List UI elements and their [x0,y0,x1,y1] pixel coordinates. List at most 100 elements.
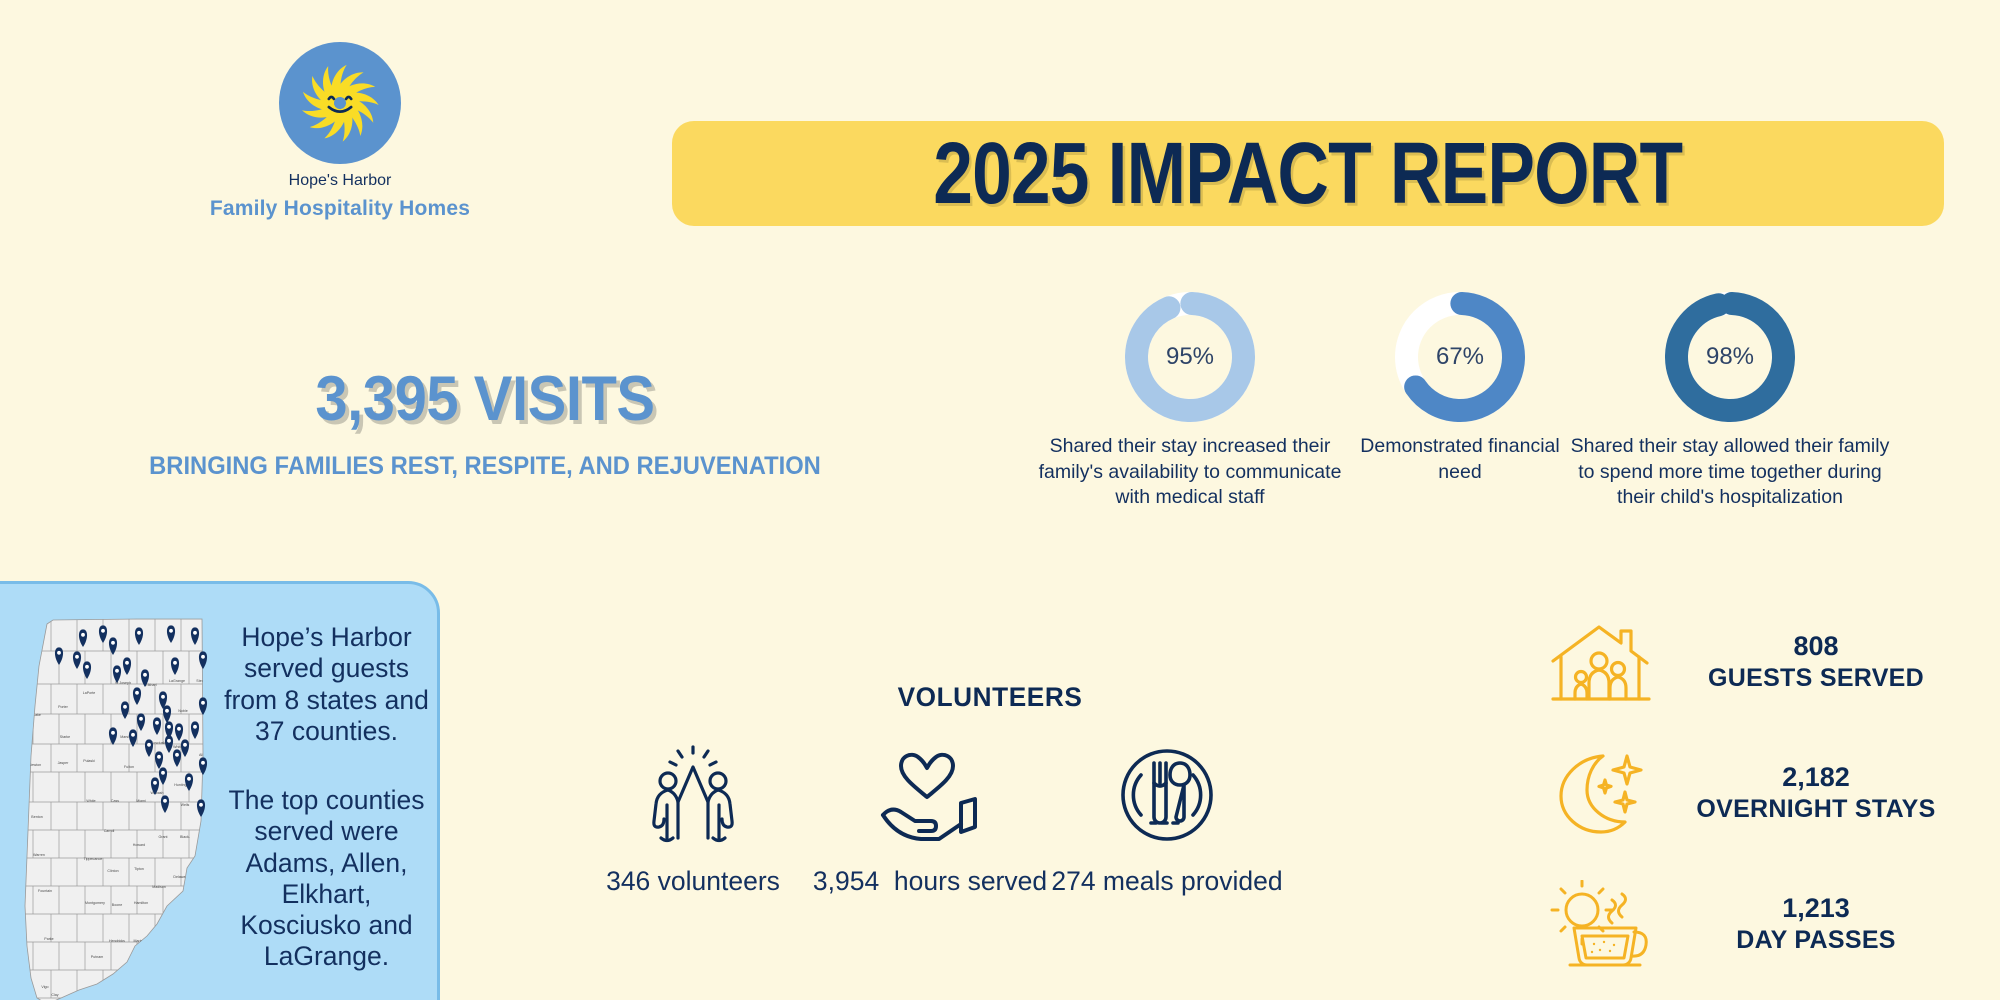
smile-face [327,95,353,113]
donut-stat: 95% Shared their stay increased their fam… [1030,292,1350,511]
svg-text:Shelby: Shelby [154,973,165,977]
map-pin-icon [144,739,154,757]
map-pin-icon [122,657,132,675]
donut-caption: Shared their stay increased their family… [1038,435,1342,509]
svg-text:Kosciusko: Kosciusko [151,741,167,745]
svg-text:Vigo: Vigo [41,985,48,989]
map-pin-icon [198,757,208,775]
indiana-county-map: Lake Porter LaPorte St Joseph Elkhart LaGrang… [24,618,213,1000]
map-paragraph-2: The top counties served were Adams, Alle… [228,785,425,972]
svg-text:Franklin: Franklin [191,985,204,989]
svg-text:Warren: Warren [33,853,45,857]
svg-text:Newton: Newton [29,763,41,767]
donut-caption: Shared their stay allowed their family t… [1570,435,1890,509]
svg-text:Hancock: Hancock [152,933,166,937]
map-pin-icon [78,629,88,647]
map-pin-icon [72,651,82,669]
svg-text:Benton: Benton [31,815,42,819]
svg-text:Marion: Marion [134,939,145,943]
svg-text:Clay: Clay [51,993,58,997]
key-stat-number: 1,213 [1782,893,1850,924]
svg-text:Putnam: Putnam [91,955,103,959]
svg-text:Delaware: Delaware [173,875,188,879]
heart-in-hand-icon [812,745,1048,845]
key-stat-text: 2,182 OVERNIGHT STAYS [1662,761,1970,824]
svg-text:Noble: Noble [178,709,187,713]
map-pin-icon [180,739,190,757]
key-stat-label: DAY PASSES [1736,926,1896,955]
svg-text:Marshall: Marshall [120,735,134,739]
sun-swirl-smile-icon [279,42,401,164]
plate-fork-spoon-icon [1049,745,1285,845]
map-pin-icon [190,627,200,645]
svg-text:Jasper: Jasper [58,761,70,765]
map-pin-icon [164,721,174,739]
map-pin-icon [184,773,194,791]
donut-stat: 67% Demonstrated financial need [1350,292,1570,485]
svg-text:Randolph: Randolph [197,885,212,889]
key-stat-row: 1,213 DAY PASSES [1540,874,1970,974]
donut-caption: Demonstrated financial need [1360,435,1560,483]
donut-ring: 95% [1125,292,1255,422]
svg-text:Grant: Grant [159,835,168,839]
svg-text:LaGrange: LaGrange [169,679,185,683]
svg-text:Hendricks: Hendricks [109,939,125,943]
svg-text:Allen: Allen [199,753,207,757]
map-pin-icon [190,721,200,739]
map-pin-icon [158,767,168,785]
volunteer-stat-label: 274 meals provided [1051,866,1283,896]
map-pin-icon [172,749,182,767]
map-pin-icon [152,717,162,735]
volunteer-stat: 274 meals provided [1049,745,1285,897]
map-pin-icon [196,799,206,817]
map-pin-icon [128,729,138,747]
svg-text:White: White [86,799,95,803]
map-panel: Lake Porter LaPorte St Joseph Elkhart LaGrang… [0,581,440,1000]
key-stat-number: 2,182 [1782,762,1850,793]
brand-tagline: Family Hospitality Homes [209,197,471,220]
brand-name: Hope's Harbor [288,172,392,189]
svg-text:Wayne: Wayne [197,925,208,929]
map-text-block: Hope’s Harbor served guests from 8 state… [224,622,429,973]
donut-ring: 67% [1395,292,1525,422]
svg-text:St Joseph: St Joseph [115,681,131,685]
donut-ring: 98% [1665,292,1795,422]
map-pin-icon [198,651,208,669]
svg-text:Morgan: Morgan [113,979,125,983]
svg-text:Fountain: Fountain [38,889,52,893]
map-pin-icon [54,647,64,665]
donut-value-label: 95% [1165,343,1215,370]
svg-text:Boone: Boone [112,903,122,907]
brand-logo-block: Hope's Harbor Family Hospitality Homes [130,42,550,221]
donut-value-label: 98% [1705,343,1755,370]
svg-text:Rush: Rush [169,957,177,961]
map-pin-icon [198,697,208,715]
map-pin-icon [154,751,164,769]
map-pin-icon [166,625,176,643]
report-banner: 2025 IMPACT REPORT [672,121,1944,226]
svg-text:Union: Union [204,955,213,959]
map-pin-icon [132,687,142,705]
svg-text:Starke: Starke [60,735,70,739]
map-pin-icon [170,657,180,675]
svg-text:Tipton: Tipton [134,867,144,871]
svg-text:Miami: Miami [136,799,146,803]
house-family-icon [1540,621,1662,703]
key-stat-row: 2,182 OVERNIGHT STAYS [1540,743,1970,843]
svg-text:Lake: Lake [33,713,41,717]
svg-text:Fayette: Fayette [185,955,197,959]
svg-text:Montgomery: Montgomery [85,901,105,905]
map-pin-icon [108,637,118,655]
map-pin-icon [136,713,146,731]
map-paragraph-1: Hope’s Harbor served guests from 8 state… [224,622,429,746]
map-pin-icon [112,665,122,683]
key-stats-list: 808 GUESTS SERVED 2,182 OVERNIGHT STAYS 1,21… [1540,612,1970,1000]
volunteers-heading: VOLUNTEERS [897,682,1083,712]
map-pin-group [54,625,208,817]
volunteer-stat-label: 346 volunteers [606,866,780,896]
map-pin-icon [120,701,130,719]
key-stat-text: 808 GUESTS SERVED [1662,630,1970,693]
svg-text:Cass: Cass [111,799,119,803]
svg-text:Howard: Howard [133,843,145,847]
moon-stars-icon [1540,750,1662,836]
